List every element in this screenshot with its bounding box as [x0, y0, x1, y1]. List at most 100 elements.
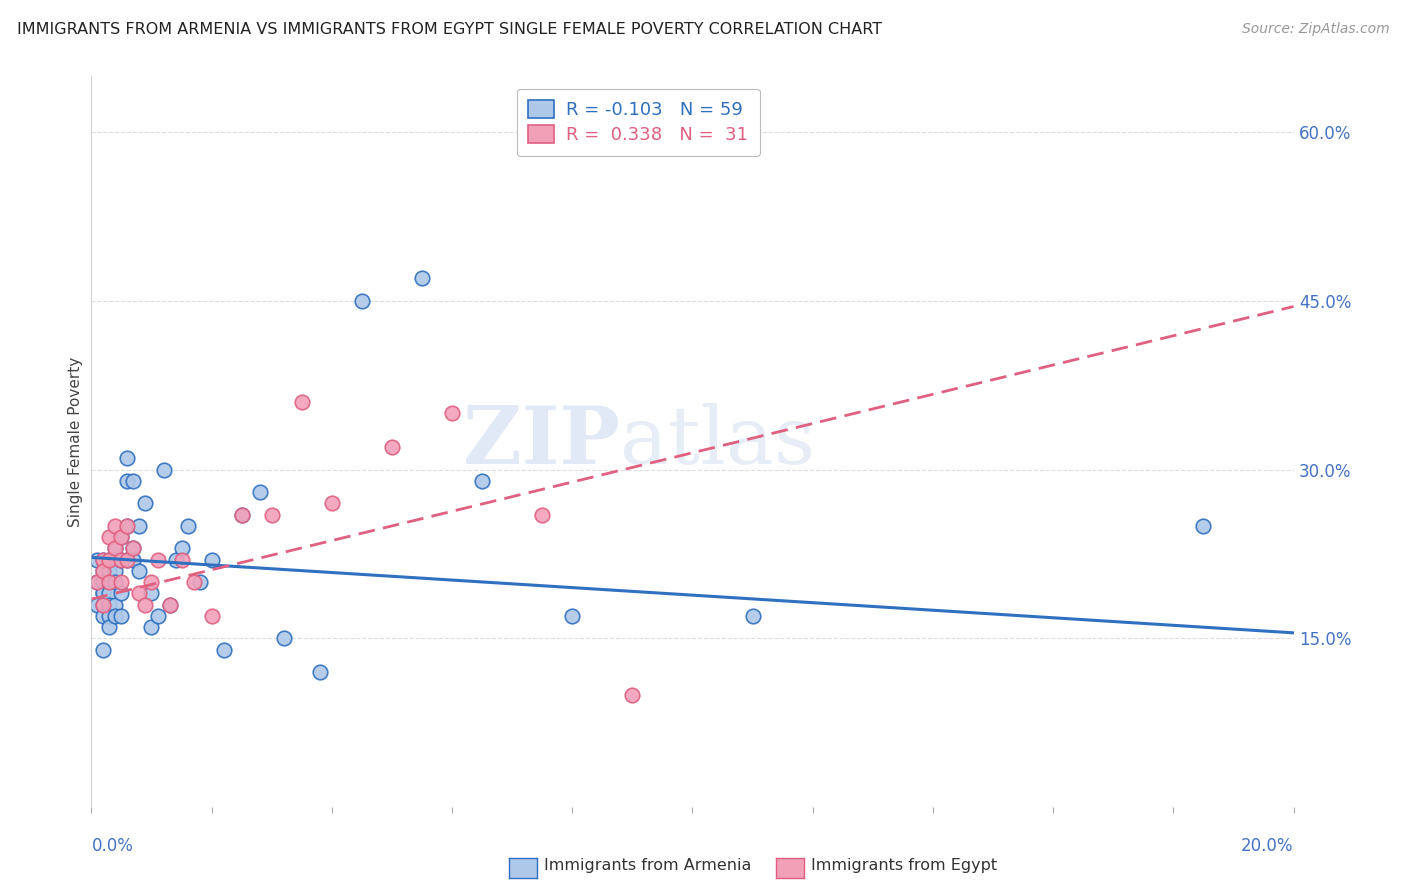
Point [104, 552, 127, 566]
Point [188, 575, 211, 590]
Point [170, 552, 193, 566]
Point [152, 463, 174, 477]
Point [141, 586, 163, 600]
Point [531, 508, 554, 522]
Point [93, 598, 115, 612]
Point [249, 485, 271, 500]
Point [291, 395, 314, 409]
Point [141, 575, 163, 590]
Point [128, 564, 150, 578]
Point [440, 406, 463, 420]
Point [117, 519, 139, 533]
Point [104, 609, 127, 624]
Point [110, 586, 132, 600]
Point [98, 564, 121, 578]
Point [98, 598, 121, 612]
Point [117, 552, 139, 566]
Point [104, 598, 127, 612]
Point [561, 609, 583, 624]
Point [98, 575, 121, 590]
Point [110, 530, 132, 544]
Point [159, 598, 181, 612]
Point [201, 609, 224, 624]
Point [117, 451, 139, 466]
Point [110, 530, 132, 544]
Point [231, 508, 253, 522]
Point [621, 688, 644, 702]
Point [93, 552, 115, 566]
Text: 20.0%: 20.0% [1241, 837, 1294, 855]
Point [134, 598, 156, 612]
Point [201, 552, 224, 566]
Point [308, 665, 330, 680]
Point [183, 575, 205, 590]
Point [93, 552, 115, 566]
Point [350, 293, 373, 308]
Text: 0.0%: 0.0% [91, 837, 134, 855]
Point [86, 598, 108, 612]
Point [98, 552, 121, 566]
Point [86, 575, 108, 590]
Text: Source: ZipAtlas.com: Source: ZipAtlas.com [1241, 22, 1389, 37]
Point [86, 552, 108, 566]
Point [260, 508, 283, 522]
Text: IMMIGRANTS FROM ARMENIA VS IMMIGRANTS FROM EGYPT SINGLE FEMALE POVERTY CORRELATI: IMMIGRANTS FROM ARMENIA VS IMMIGRANTS FR… [17, 22, 882, 37]
Point [117, 552, 139, 566]
Point [104, 541, 127, 556]
Point [122, 552, 145, 566]
Point [321, 496, 343, 510]
Point [170, 541, 193, 556]
Point [471, 474, 494, 488]
Point [1192, 519, 1215, 533]
Point [128, 586, 150, 600]
Point [93, 586, 115, 600]
Point [93, 598, 115, 612]
Point [98, 552, 121, 566]
Point [110, 552, 132, 566]
Point [146, 609, 169, 624]
Point [273, 632, 295, 646]
Point [98, 586, 121, 600]
Point [110, 609, 132, 624]
Point [381, 440, 404, 454]
Legend: R = -0.103   N = 59, R =  0.338   N =  31: R = -0.103 N = 59, R = 0.338 N = 31 [516, 88, 761, 156]
Point [104, 564, 127, 578]
Point [117, 519, 139, 533]
Point [117, 474, 139, 488]
Point [110, 552, 132, 566]
Text: ZIP: ZIP [464, 402, 620, 481]
Point [141, 620, 163, 634]
Point [128, 519, 150, 533]
Point [411, 271, 433, 285]
Point [98, 530, 121, 544]
Point [93, 564, 115, 578]
Text: Immigrants from Egypt: Immigrants from Egypt [811, 858, 997, 872]
Point [176, 519, 198, 533]
Point [122, 541, 145, 556]
Point [741, 609, 763, 624]
Point [159, 598, 181, 612]
Point [93, 586, 115, 600]
Y-axis label: Single Female Poverty: Single Female Poverty [67, 357, 83, 526]
Point [98, 575, 121, 590]
Point [122, 541, 145, 556]
Point [104, 541, 127, 556]
Point [134, 496, 156, 510]
Point [110, 575, 132, 590]
Point [104, 575, 127, 590]
Point [93, 642, 115, 657]
Point [122, 474, 145, 488]
Text: atlas: atlas [620, 402, 815, 481]
Point [104, 519, 127, 533]
Point [93, 575, 115, 590]
Point [93, 609, 115, 624]
Text: Immigrants from Armenia: Immigrants from Armenia [544, 858, 751, 872]
Point [212, 642, 235, 657]
Point [98, 609, 121, 624]
Point [98, 620, 121, 634]
Point [165, 552, 187, 566]
Point [231, 508, 253, 522]
Point [86, 575, 108, 590]
Point [93, 564, 115, 578]
Point [146, 552, 169, 566]
